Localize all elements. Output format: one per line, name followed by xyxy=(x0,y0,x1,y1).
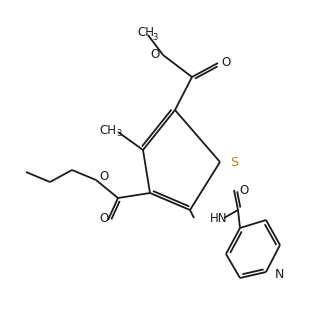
Text: N: N xyxy=(275,268,284,280)
Text: O: O xyxy=(239,183,249,197)
Text: 3: 3 xyxy=(152,33,158,41)
Text: S: S xyxy=(230,155,238,169)
Text: CH: CH xyxy=(99,123,116,137)
Text: O: O xyxy=(221,57,231,69)
Text: 3: 3 xyxy=(117,129,122,138)
Text: CH: CH xyxy=(138,26,154,40)
Text: O: O xyxy=(99,213,109,225)
Text: O: O xyxy=(150,47,160,61)
Text: HN: HN xyxy=(210,212,228,225)
Text: O: O xyxy=(99,171,108,183)
